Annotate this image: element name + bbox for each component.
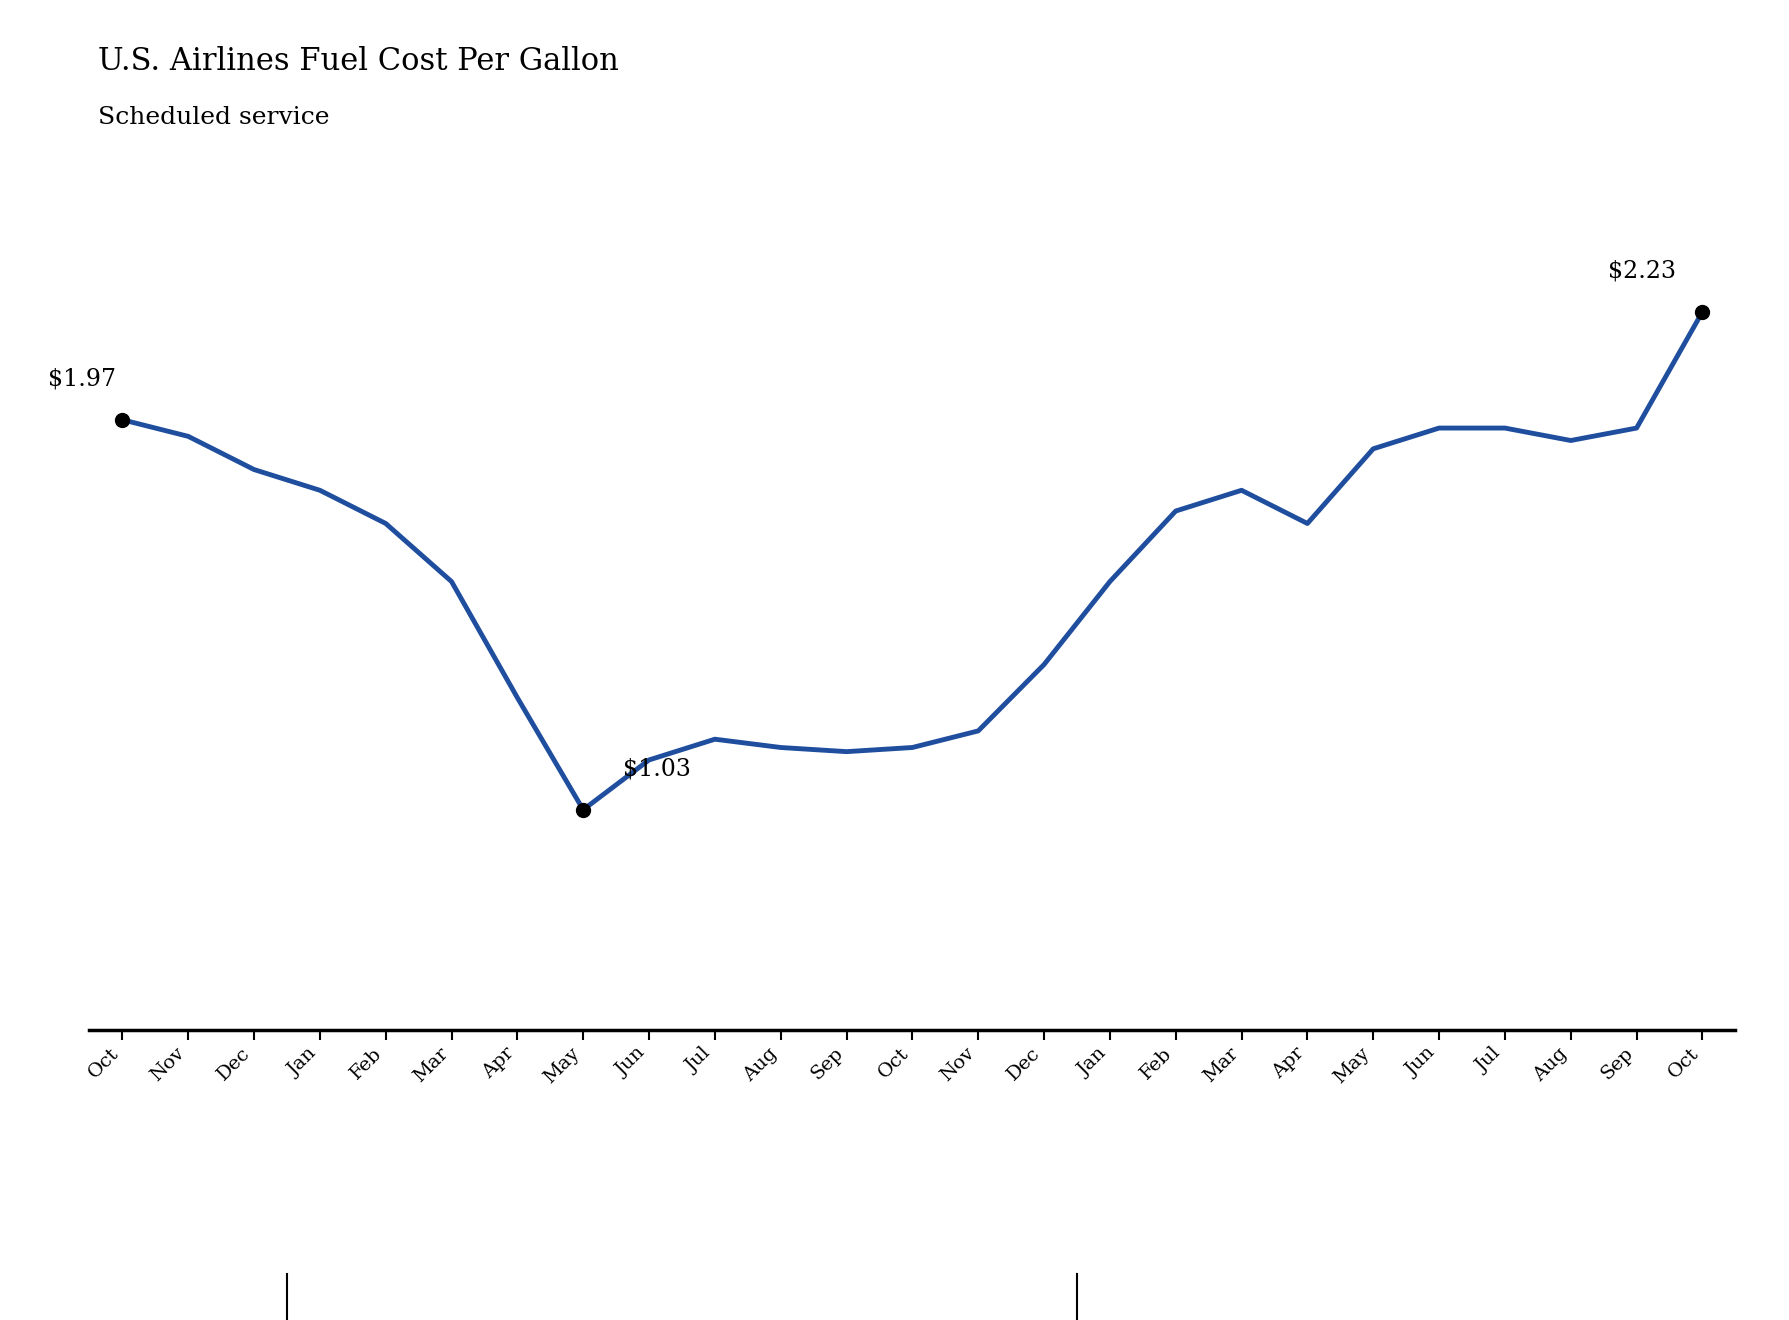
Text: U.S. Airlines Fuel Cost Per Gallon: U.S. Airlines Fuel Cost Per Gallon xyxy=(98,46,619,77)
Text: Scheduled service: Scheduled service xyxy=(98,106,329,128)
Text: $2.23: $2.23 xyxy=(1608,260,1676,282)
Text: $1.97: $1.97 xyxy=(48,368,116,391)
Text: $1.03: $1.03 xyxy=(623,758,691,780)
